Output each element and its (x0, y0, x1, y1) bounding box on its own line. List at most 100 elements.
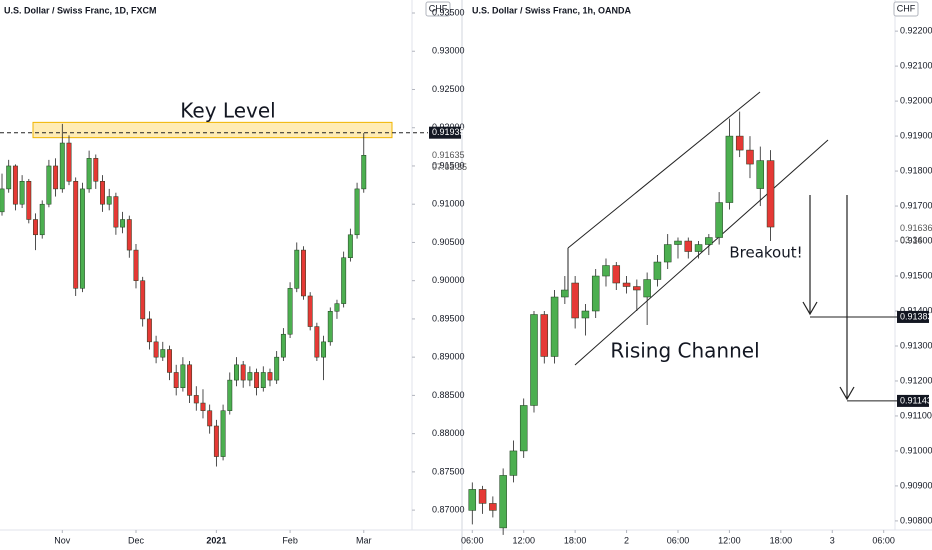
y-tick-label: 0.89500 (432, 313, 465, 323)
candle-body (207, 410, 213, 427)
y-tick-label: 0.91900 (900, 130, 932, 140)
x-tick-label: 12:00 (718, 535, 741, 545)
candle-body (53, 165, 59, 190)
candle-body (113, 196, 119, 228)
key-level-zone (32, 121, 393, 139)
candle-body (550, 296, 559, 357)
candle-body (766, 160, 775, 228)
arrow-head (802, 301, 818, 316)
candle-body (746, 149, 754, 165)
candle-body (260, 372, 266, 388)
y-tick-label: 0.88000 (432, 428, 465, 438)
candle-body (120, 219, 126, 228)
candle-body (19, 181, 25, 205)
price-label-box (897, 310, 929, 323)
x-tick-label: 06:00 (667, 535, 690, 545)
candle-body (663, 244, 672, 263)
candle-body (140, 280, 146, 320)
y-tick-label: 0.89000 (432, 352, 465, 362)
countdown: 07:03:35 (432, 162, 467, 172)
price-label-box (897, 394, 929, 407)
candle-body (267, 372, 273, 381)
candle-body (193, 395, 199, 404)
x-tick-label: 2 (624, 535, 629, 545)
candle-body (694, 244, 703, 252)
y-tick-label: 0.91600 (900, 235, 932, 245)
x-tick-label: 18:00 (770, 535, 793, 545)
candle-body (153, 341, 159, 358)
y-tick-label: 0.93000 (432, 46, 465, 56)
y-tick-label: 0.90900 (900, 480, 932, 490)
candle-body (220, 410, 226, 457)
y-tick-label: 0.91300 (900, 340, 932, 350)
candle-body (540, 314, 549, 357)
candle-body (715, 202, 723, 238)
last-price: 0.91636 (900, 223, 932, 233)
candle-body (571, 282, 579, 319)
x-tick-label: 2021 (206, 535, 226, 545)
candle-body (79, 188, 85, 289)
candle-body (489, 503, 497, 511)
candle-body (100, 181, 105, 205)
y-tick-label: 0.90800 (900, 515, 932, 525)
currency-box (893, 1, 919, 17)
y-tick-label: 0.87500 (432, 466, 465, 476)
price-label: 0.91143 (900, 395, 932, 405)
price-label: 0.91383 (900, 311, 932, 321)
x-tick-label: Nov (54, 535, 71, 545)
candle-body (633, 286, 641, 291)
candle-body (561, 289, 569, 298)
candle-body (756, 160, 765, 189)
candle-body (234, 364, 239, 381)
candle-body (622, 282, 631, 287)
candle-body (519, 405, 528, 452)
y-tick-label: 0.88500 (432, 390, 465, 400)
x-tick-label: 18:00 (564, 535, 587, 545)
y-tick-label: 0.91500 (900, 270, 932, 280)
candle-body (468, 489, 477, 511)
chart-title: U.S. Dollar / Swiss Franc, 1h, OANDA (472, 5, 632, 15)
candle-body (301, 249, 306, 297)
y-tick-label: 0.91200 (900, 375, 932, 385)
candle-body (59, 142, 65, 190)
candle-body (200, 402, 206, 411)
countdown: 03:34 (900, 235, 923, 245)
candle-body (274, 356, 280, 381)
candle-body (146, 318, 152, 343)
candle-body (173, 372, 179, 388)
candle-body (160, 349, 166, 358)
candle-body (0, 188, 5, 213)
candle-body (39, 203, 45, 236)
candle-body (6, 165, 12, 190)
price-label: 0.91935 (432, 127, 465, 137)
currency-box (425, 1, 451, 17)
annotation: Rising Channel (610, 339, 759, 363)
candle-body (106, 196, 112, 205)
candle-body (287, 288, 293, 335)
y-tick-label: 0.93500 (432, 7, 465, 17)
y-tick-label: 0.91400 (900, 305, 932, 315)
y-tick-label: 0.91800 (900, 165, 932, 175)
candle-body (12, 165, 18, 205)
y-tick-label: 0.92200 (900, 26, 932, 36)
candle-body (180, 364, 186, 388)
candle-body (341, 257, 347, 304)
y-tick-label: 0.92500 (432, 84, 465, 94)
last-price: 0.91635 (432, 150, 465, 160)
y-tick-label: 0.87000 (432, 504, 465, 514)
candle-body (254, 372, 260, 388)
candle-body (327, 311, 333, 343)
x-tick-label: Feb (282, 535, 298, 545)
candle-body (307, 295, 313, 327)
x-tick-label: 12:00 (512, 535, 535, 545)
candle-body (86, 158, 92, 190)
y-tick-label: 0.91700 (900, 200, 932, 210)
annotation: Breakout! (729, 244, 802, 262)
candle-body (314, 326, 320, 358)
x-tick-label: Dec (128, 535, 145, 545)
candle-body (499, 475, 507, 529)
candle-body (280, 333, 286, 358)
candle-body (133, 249, 139, 281)
candle-body (725, 135, 734, 203)
